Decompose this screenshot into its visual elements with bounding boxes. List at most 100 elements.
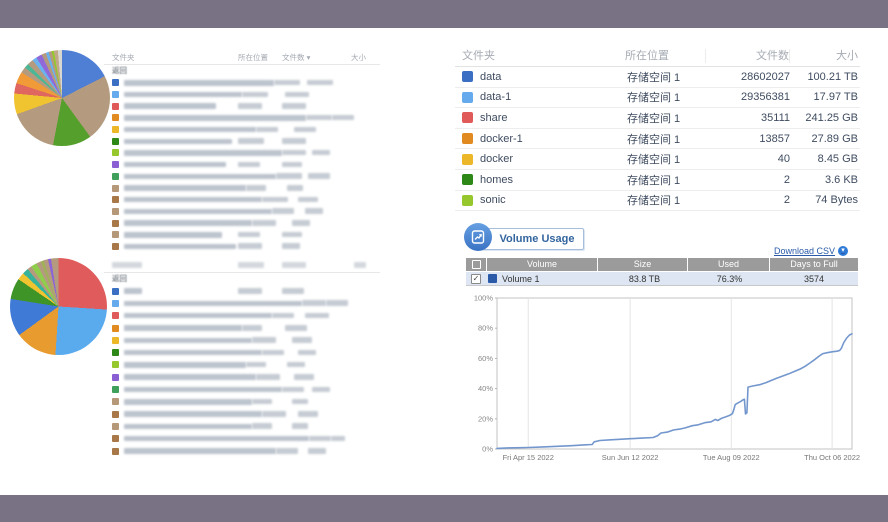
filecount-redacted bbox=[291, 336, 330, 345]
folder-filecount: 2 bbox=[783, 194, 790, 207]
folder-row[interactable]: sonic 存储空间 1 2 74 Bytes bbox=[455, 191, 860, 212]
folder-row-redacted[interactable] bbox=[104, 297, 380, 309]
folder-name-redacted bbox=[104, 242, 238, 250]
folder-row-redacted[interactable] bbox=[104, 124, 380, 136]
select-all-cell[interactable] bbox=[466, 258, 486, 271]
folder-row-redacted[interactable] bbox=[104, 346, 380, 358]
svg-text:Sun Jun 12 2022: Sun Jun 12 2022 bbox=[602, 453, 659, 462]
folder-row-redacted[interactable] bbox=[104, 206, 380, 218]
location-redacted bbox=[272, 311, 305, 320]
folder-detail-table-bottom: 返回 bbox=[104, 258, 380, 457]
location-redacted bbox=[242, 90, 285, 99]
folder-color-icon bbox=[112, 79, 119, 87]
folder-name: share bbox=[480, 111, 508, 124]
filecount-redacted bbox=[282, 242, 324, 251]
column-folder[interactable]: 文件夹 bbox=[462, 50, 495, 62]
column-used[interactable]: Used bbox=[688, 258, 769, 271]
folder-row-redacted[interactable] bbox=[104, 371, 380, 383]
folder-name-cell: docker bbox=[455, 153, 627, 165]
folder-row-redacted[interactable] bbox=[104, 285, 380, 297]
column-location[interactable]: 所在位置 bbox=[238, 52, 268, 62]
filecount-redacted bbox=[298, 410, 333, 419]
column-folder[interactable]: 文件夹 bbox=[112, 52, 135, 62]
folder-row-redacted[interactable] bbox=[104, 420, 380, 432]
download-csv-link[interactable]: Download CSV ▾ bbox=[774, 246, 848, 256]
volume-row[interactable]: ✓ Volume 1 83.8 TB 76.3% 3574 bbox=[466, 272, 858, 285]
folder-row[interactable]: docker-1 存储空间 1 13857 27.89 GB bbox=[455, 129, 860, 150]
column-size[interactable]: 大小 bbox=[351, 52, 366, 62]
folder-location: 存储空间 1 bbox=[627, 71, 681, 84]
folder-color-icon bbox=[112, 126, 119, 134]
folder-row-redacted[interactable] bbox=[104, 147, 380, 159]
folder-row-redacted[interactable] bbox=[104, 433, 380, 445]
folder-color-icon bbox=[112, 299, 119, 307]
folder-row-redacted[interactable] bbox=[104, 100, 380, 112]
folder-row[interactable]: docker 存储空间 1 40 8.45 GB bbox=[455, 149, 860, 170]
folder-filecount: 29356381 bbox=[741, 91, 790, 104]
folder-row-redacted[interactable] bbox=[104, 445, 380, 457]
column-location[interactable]: 所在位置 bbox=[625, 50, 669, 62]
folder-row-redacted[interactable] bbox=[104, 112, 380, 124]
column-filecount[interactable]: 文件数 bbox=[705, 49, 789, 63]
folder-row-redacted[interactable] bbox=[104, 217, 380, 229]
folder-row-redacted[interactable] bbox=[104, 383, 380, 395]
filecount-redacted bbox=[308, 172, 339, 181]
folder-row-redacted[interactable] bbox=[104, 334, 380, 346]
location-redacted bbox=[282, 148, 312, 157]
volume-checkbox[interactable]: ✓ bbox=[471, 273, 481, 284]
volume-table-header: Volume Size Used Days to Full bbox=[466, 258, 858, 271]
svg-text:0%: 0% bbox=[482, 445, 493, 454]
back-link[interactable]: 返回 bbox=[112, 274, 127, 283]
folder-row-redacted[interactable] bbox=[104, 77, 380, 89]
location-redacted bbox=[246, 360, 287, 369]
volume-usage-icon bbox=[464, 223, 492, 251]
folder-row[interactable]: data-1 存储空间 1 29356381 17.97 TB bbox=[455, 88, 860, 109]
folder-row-redacted[interactable] bbox=[104, 396, 380, 408]
folder-row-redacted[interactable] bbox=[104, 241, 380, 253]
volume-usage-section-title[interactable]: Volume Usage bbox=[478, 228, 584, 250]
location-redacted bbox=[246, 184, 287, 193]
folder-name-redacted bbox=[104, 336, 252, 344]
folder-name-redacted bbox=[104, 398, 252, 406]
folder-row-redacted[interactable] bbox=[104, 310, 380, 322]
folder-row-redacted[interactable] bbox=[104, 182, 380, 194]
folder-name-redacted bbox=[104, 114, 306, 122]
folder-filecount: 40 bbox=[777, 153, 790, 166]
column-days-to-full[interactable]: Days to Full bbox=[770, 258, 858, 271]
folder-row-redacted[interactable] bbox=[104, 194, 380, 206]
folder-name-redacted bbox=[104, 312, 272, 320]
folder-row-redacted[interactable] bbox=[104, 135, 380, 147]
folder-name-cell: data-1 bbox=[455, 91, 627, 103]
location-redacted bbox=[272, 207, 305, 216]
folder-row[interactable]: homes 存储空间 1 2 3.6 KB bbox=[455, 170, 860, 191]
folder-filecount: 13857 bbox=[759, 132, 790, 145]
folder-row-redacted[interactable] bbox=[104, 171, 380, 183]
filecount-redacted bbox=[291, 397, 330, 406]
folder-row-redacted[interactable] bbox=[104, 408, 380, 420]
select-all-checkbox[interactable] bbox=[471, 260, 481, 269]
folder-color-icon bbox=[112, 386, 119, 394]
folder-name-redacted bbox=[104, 287, 238, 295]
column-filecount[interactable]: 文件数 ▾ bbox=[282, 52, 311, 62]
svg-text:80%: 80% bbox=[478, 324, 493, 333]
folder-name: sonic bbox=[480, 194, 506, 207]
folder-name: data bbox=[480, 70, 502, 83]
folder-row[interactable]: data 存储空间 1 28602027 100.21 TB bbox=[455, 67, 860, 88]
folder-color-icon bbox=[462, 133, 473, 145]
folder-name-redacted bbox=[104, 299, 302, 307]
folder-color-icon bbox=[462, 112, 473, 124]
folder-row-redacted[interactable] bbox=[104, 159, 380, 171]
folder-row-redacted[interactable] bbox=[104, 322, 380, 334]
folder-row-redacted[interactable] bbox=[104, 89, 380, 101]
column-volume[interactable]: Volume bbox=[487, 258, 597, 271]
column-size[interactable]: 大小 bbox=[789, 49, 860, 63]
folder-filecount: 2 bbox=[783, 173, 790, 186]
folder-row-redacted[interactable] bbox=[104, 229, 380, 241]
folder-color-icon bbox=[112, 114, 119, 122]
folder-row[interactable]: share 存储空间 1 35111 241.25 GB bbox=[455, 108, 860, 129]
right-panel: 文件夹 所在位置 文件数 大小 data 存储空间 1 28602027 100… bbox=[455, 28, 860, 495]
back-link[interactable]: 返回 bbox=[112, 66, 127, 75]
line-chart-svg: Fri Apr 15 2022 Sun Jun 12 2022 Tue Aug 09… bbox=[474, 294, 860, 463]
folder-row-redacted[interactable] bbox=[104, 359, 380, 371]
column-size[interactable]: Size bbox=[598, 258, 687, 271]
